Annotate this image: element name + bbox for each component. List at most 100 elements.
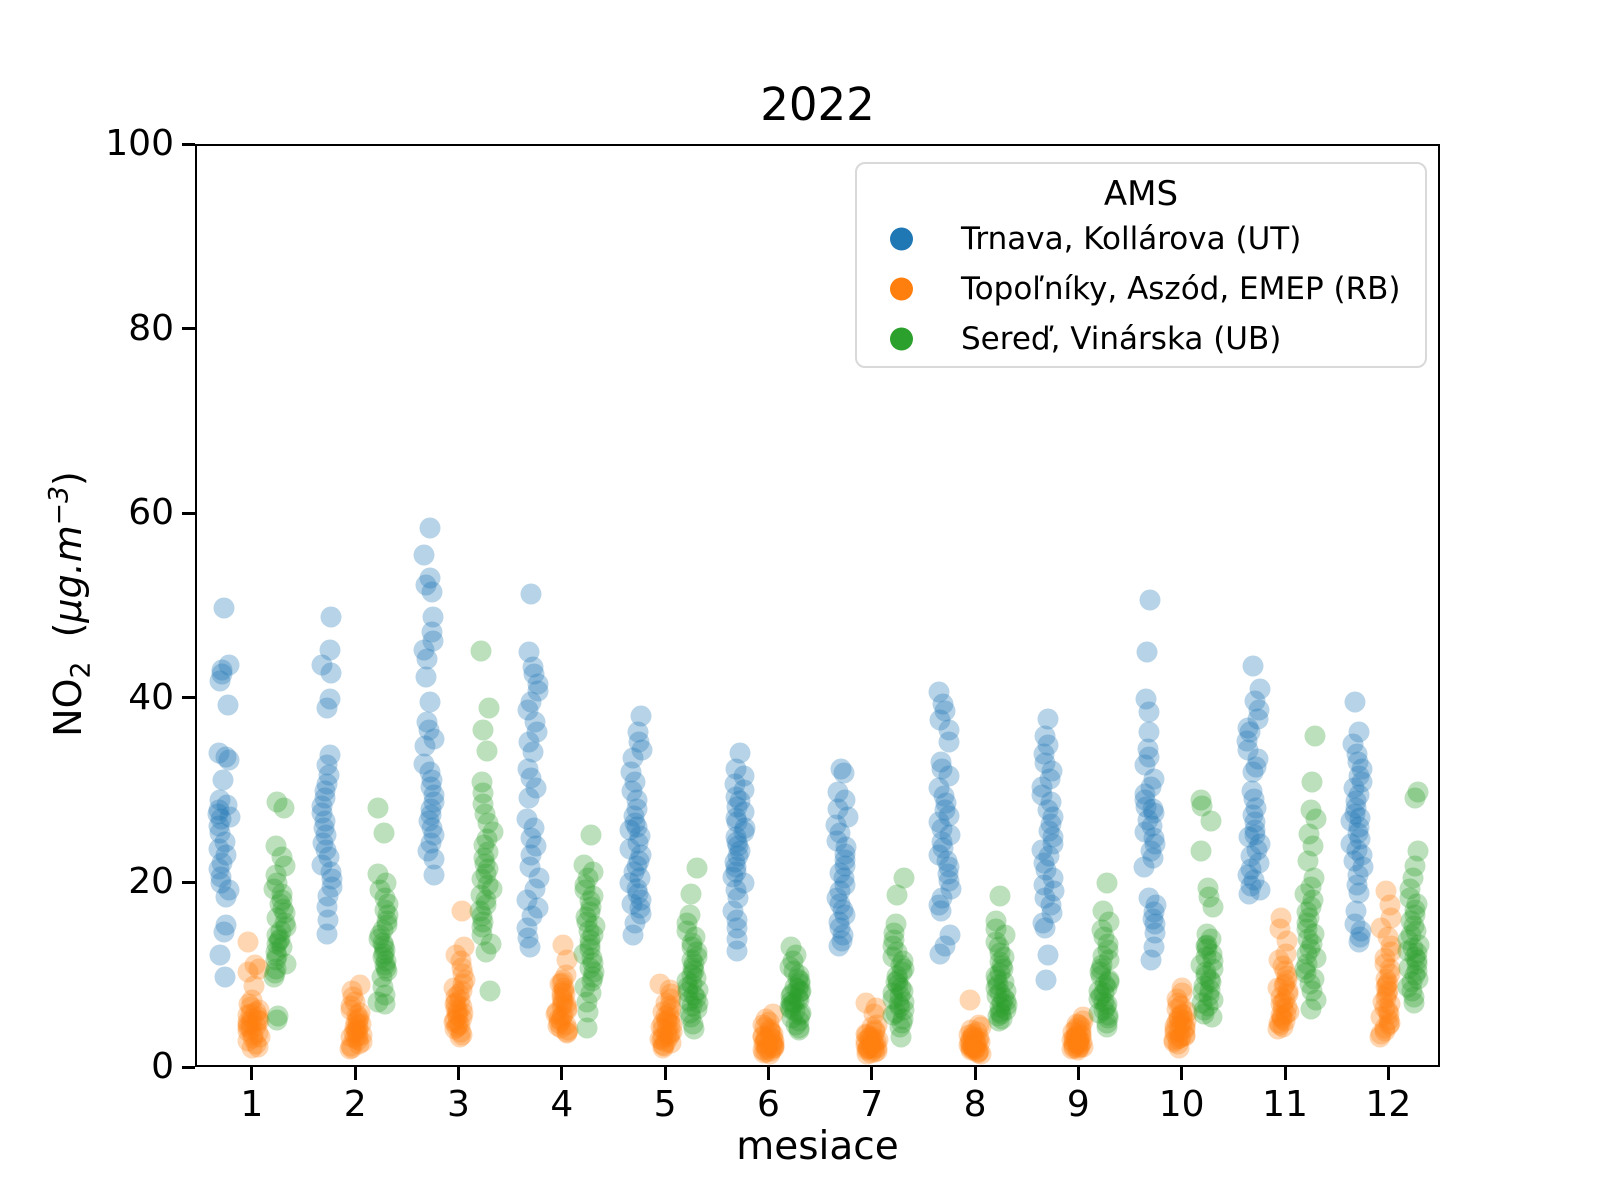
data-point	[928, 844, 950, 866]
data-point	[1042, 833, 1064, 855]
data-point	[1042, 806, 1064, 828]
data-point	[995, 990, 1017, 1012]
data-point	[655, 1005, 677, 1027]
data-point	[677, 976, 699, 998]
data-point	[834, 855, 856, 877]
data-point	[1039, 768, 1061, 790]
data-point	[444, 1018, 466, 1040]
data-point	[1278, 1001, 1300, 1023]
data-point	[1404, 787, 1426, 809]
data-point	[855, 1030, 877, 1052]
data-point	[523, 817, 545, 839]
data-point	[1190, 789, 1212, 811]
data-point	[1349, 926, 1371, 948]
data-point	[661, 1014, 683, 1036]
data-point	[556, 999, 578, 1021]
data-point	[1370, 917, 1392, 939]
data-point	[470, 884, 492, 906]
data-point	[1164, 1019, 1186, 1041]
data-point	[681, 936, 703, 958]
data-point	[1197, 995, 1219, 1017]
data-point	[624, 912, 646, 934]
data-point	[319, 688, 341, 710]
data-point	[248, 958, 270, 979]
data-point	[1404, 855, 1426, 877]
data-point	[780, 991, 802, 1013]
data-point	[525, 777, 547, 799]
data-point	[245, 1015, 267, 1037]
data-point	[1374, 997, 1396, 1019]
data-point	[473, 834, 495, 856]
data-point	[527, 897, 549, 919]
data-point	[423, 791, 445, 813]
data-point	[1270, 986, 1292, 1008]
data-point	[725, 758, 747, 780]
data-point	[1040, 894, 1062, 916]
data-point	[1066, 1026, 1088, 1048]
data-point	[677, 981, 699, 1003]
data-point	[1195, 961, 1217, 983]
data-point	[1404, 904, 1426, 926]
legend: AMS Trnava, Kollárova (UT) Topoľníky, As…	[855, 162, 1427, 368]
data-point	[989, 1001, 1011, 1023]
data-point	[248, 1010, 270, 1032]
data-point	[725, 856, 747, 878]
data-point	[729, 790, 751, 812]
data-point	[580, 824, 602, 846]
data-point	[1174, 1024, 1196, 1046]
data-point	[1277, 983, 1299, 1005]
data-point	[471, 868, 493, 890]
scatter-points	[197, 146, 1438, 1065]
data-point	[759, 1018, 781, 1040]
data-point	[1305, 947, 1327, 969]
data-point	[789, 1004, 811, 1026]
data-point	[856, 1043, 878, 1065]
data-point	[964, 1037, 986, 1059]
x-tick-mark	[1386, 1067, 1390, 1080]
data-point	[575, 906, 597, 928]
data-point	[548, 1012, 570, 1034]
data-point	[341, 1037, 363, 1059]
data-point	[348, 1007, 370, 1029]
data-point	[1267, 1018, 1289, 1040]
data-point	[265, 949, 287, 971]
data-point	[1299, 973, 1321, 995]
data-point	[578, 920, 600, 942]
data-point	[1034, 725, 1056, 747]
data-point	[619, 838, 641, 860]
data-point	[1246, 839, 1268, 861]
data-point	[780, 985, 802, 1007]
data-point	[208, 815, 230, 837]
data-point	[866, 1040, 888, 1062]
data-point	[347, 1025, 369, 1047]
data-point	[1378, 1003, 1400, 1025]
data-point	[985, 931, 1007, 953]
data-point	[316, 923, 338, 945]
data-point	[789, 981, 811, 1003]
data-point	[626, 816, 647, 838]
data-point	[1068, 1014, 1090, 1036]
data-point	[549, 973, 571, 995]
legend-entry-sered: Sereď, Vinárska (UB)	[857, 316, 1425, 362]
data-point	[472, 793, 494, 815]
data-point	[729, 840, 751, 862]
data-point	[1175, 1010, 1197, 1032]
data-point	[444, 1009, 466, 1031]
data-point	[652, 1037, 674, 1059]
data-point	[1068, 1030, 1090, 1052]
data-point	[1143, 802, 1165, 824]
data-point	[318, 764, 340, 786]
data-point	[1303, 968, 1325, 990]
data-point	[863, 1003, 885, 1025]
data-point	[622, 924, 644, 945]
data-point	[413, 544, 435, 566]
data-point	[237, 1016, 259, 1038]
x-tick-label: 3	[447, 1084, 470, 1125]
data-point	[1351, 771, 1373, 793]
data-point	[1171, 982, 1193, 1004]
data-point	[1379, 894, 1401, 916]
data-point	[733, 801, 755, 823]
data-point	[1136, 641, 1158, 663]
data-point	[621, 780, 643, 802]
data-point	[938, 719, 960, 741]
